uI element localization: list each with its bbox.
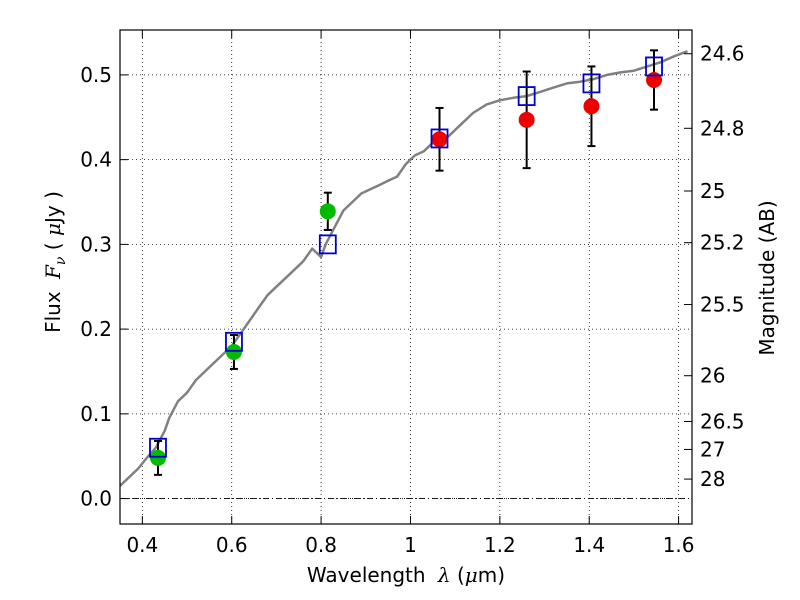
model-photometry-square <box>318 234 337 255</box>
observed-flux-point <box>149 449 166 466</box>
x-axis-label: Wavelength λ (μm) <box>307 563 505 587</box>
sed-model-line <box>120 50 688 487</box>
observed-flux-point <box>225 343 242 360</box>
y-axis-label: Flux Fν ( μJy ) <box>41 191 69 333</box>
x-tick-label: 0.6 <box>216 533 248 557</box>
y-tick-label: 0.5 <box>80 63 112 87</box>
y2-tick-label: 24.8 <box>700 116 745 140</box>
y2-axis-label: Magnitude (AB) <box>755 200 779 355</box>
y2-tick-label: 27 <box>700 437 725 461</box>
x-tick-label: 1 <box>404 533 417 557</box>
y2-tick-label: 24.6 <box>700 42 745 66</box>
model-photometry-square <box>645 56 663 77</box>
observed-flux-point <box>431 131 448 148</box>
plot-frame <box>119 29 693 525</box>
plot-area <box>120 49 688 487</box>
model-photometry-square <box>225 331 243 352</box>
model-photometry-square <box>582 73 601 94</box>
x-tick-label: 0.8 <box>305 533 337 557</box>
y2-tick-label: 25 <box>700 179 725 203</box>
axis-ticks <box>120 30 692 524</box>
y-tick-label: 0.2 <box>80 317 112 341</box>
y-tick-label: 0.4 <box>80 148 112 172</box>
y2-tick-label: 26.5 <box>700 409 745 433</box>
y-tick-label: 0.1 <box>80 402 112 426</box>
observed-flux-point <box>518 111 535 128</box>
y-tick-label: 0.3 <box>80 232 112 256</box>
model-photometry-square <box>149 437 167 458</box>
tick-labels: 0.4 0.6 0.8 1 1.2 1.4 1.6 0.0 0.1 0.2 0.3 0.4 0.5 24.… <box>80 42 744 557</box>
y2-tick-label: 28 <box>700 467 725 491</box>
x-tick-label: 1.6 <box>663 533 695 557</box>
y2-tick-label: 25.5 <box>700 293 745 317</box>
observed-flux-point <box>583 98 600 115</box>
x-tick-label: 1.2 <box>484 533 516 557</box>
model-photometry-square <box>517 86 536 106</box>
y2-tick-label: 25.2 <box>700 231 745 255</box>
y2-tick-label: 26 <box>700 364 725 388</box>
x-tick-label: 1.4 <box>573 533 605 557</box>
y-tick-label: 0.0 <box>80 487 112 511</box>
observed-flux-point <box>319 203 336 220</box>
x-tick-label: 0.4 <box>126 533 158 557</box>
model-photometry-square <box>430 128 449 149</box>
